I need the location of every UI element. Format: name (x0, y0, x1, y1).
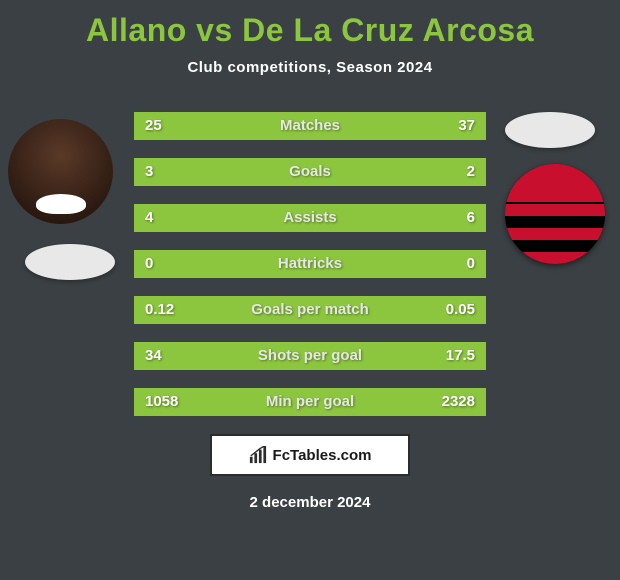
stat-value-left: 0.12 (145, 297, 174, 323)
player-right-club-logo (505, 164, 605, 264)
stat-row: 10582328Min per goal (134, 388, 486, 416)
stat-value-right: 6 (467, 205, 475, 231)
stats-list: 2537Matches32Goals46Assists00Hattricks0.… (134, 94, 486, 416)
stat-value-right: 0 (467, 251, 475, 277)
stat-row: 46Assists (134, 204, 486, 232)
stat-row: 00Hattricks (134, 250, 486, 278)
stat-value-right: 37 (458, 113, 475, 139)
stat-fill-left (135, 251, 310, 277)
stat-value-left: 25 (145, 113, 162, 139)
player-left-avatar (8, 119, 113, 224)
stat-value-left: 3 (145, 159, 153, 185)
stat-fill-right (310, 251, 485, 277)
stat-value-left: 34 (145, 343, 162, 369)
stat-fill-right (275, 205, 485, 231)
stat-row: 32Goals (134, 158, 486, 186)
chart-icon (249, 446, 267, 464)
stat-value-left: 0 (145, 251, 153, 277)
fctables-logo: FcTables.com (210, 434, 410, 476)
stat-row: 0.120.05Goals per match (134, 296, 486, 324)
player-right-badge (505, 112, 595, 148)
stat-value-right: 2328 (442, 389, 475, 415)
stat-value-right: 0.05 (446, 297, 475, 323)
player-left-badge (25, 244, 115, 280)
page-title: Allano vs De La Cruz Arcosa (0, 0, 620, 49)
stat-fill-left (135, 205, 275, 231)
logo-text: FcTables.com (273, 447, 372, 464)
stat-value-right: 17.5 (446, 343, 475, 369)
stat-value-left: 4 (145, 205, 153, 231)
stat-row: 2537Matches (134, 112, 486, 140)
subtitle: Club competitions, Season 2024 (0, 59, 620, 76)
stat-fill-right (345, 159, 485, 185)
stat-row: 3417.5Shots per goal (134, 342, 486, 370)
stat-value-left: 1058 (145, 389, 178, 415)
comparison-content: 2537Matches32Goals46Assists00Hattricks0.… (0, 94, 620, 511)
stat-value-right: 2 (467, 159, 475, 185)
date-label: 2 december 2024 (0, 494, 620, 511)
stat-fill-left (135, 159, 345, 185)
stat-fill-right (275, 113, 485, 139)
